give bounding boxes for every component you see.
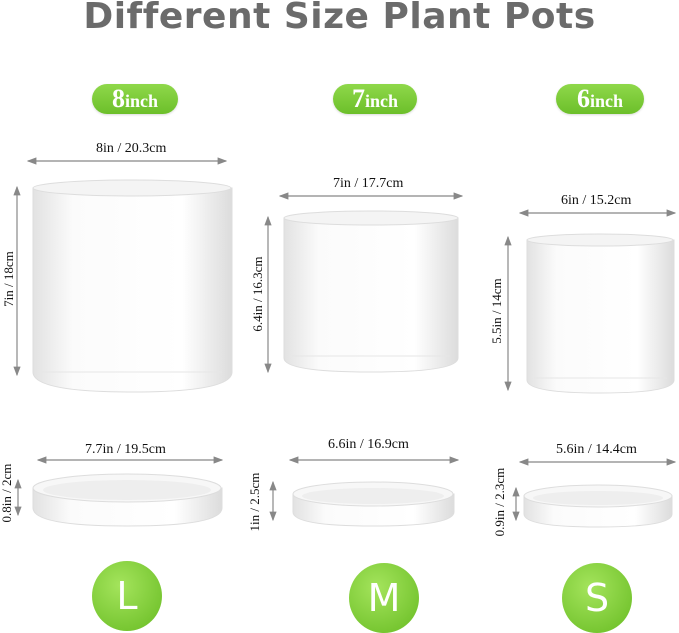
size-letter-small: S (562, 563, 632, 633)
pot-width-label: 8in / 20.3cm (96, 141, 167, 156)
pot-medium (283, 210, 459, 373)
saucer-medium (292, 481, 455, 527)
size-letter-medium: M (349, 563, 419, 633)
pot-height-label: 7in / 18cm (1, 251, 16, 307)
saucer-height-label: 0.9in / 2.3cm (492, 467, 507, 537)
badge-unit: inch (589, 91, 623, 111)
saucer-small (523, 484, 673, 528)
badge-unit: inch (124, 91, 158, 111)
badge-number: 7 (351, 84, 365, 113)
saucer-height-label: 0.8in / 2cm (0, 463, 14, 523)
pot-large (32, 179, 233, 393)
size-badge-8inch: 8inch (92, 84, 178, 114)
saucer-large (32, 473, 223, 527)
page-title: Different Size Plant Pots (83, 0, 596, 37)
badge-number: 8 (111, 84, 125, 113)
pot-width-label: 6in / 15.2cm (561, 193, 632, 208)
size-badge-7inch: 7inch (333, 84, 417, 114)
pot-height-label: 6.4in / 16.3cm (250, 256, 265, 332)
pot-height-label: 5.5in / 14cm (489, 278, 504, 344)
saucer-width-label: 6.6in / 16.9cm (328, 437, 409, 452)
saucer-width-label: 7.7in / 19.5cm (85, 442, 166, 457)
badge-unit: inch (364, 91, 398, 111)
size-badge-6inch: 6inch (556, 84, 644, 114)
pot-small (526, 233, 675, 394)
pot-width-label: 7in / 17.7cm (333, 176, 404, 191)
badge-number: 6 (576, 84, 590, 113)
saucer-width-label: 5.6in / 14.4cm (556, 442, 637, 457)
saucer-height-label: 1in / 2.5cm (247, 472, 262, 532)
size-letter-large: L (92, 561, 162, 631)
dimension-arrows (13, 157, 677, 522)
